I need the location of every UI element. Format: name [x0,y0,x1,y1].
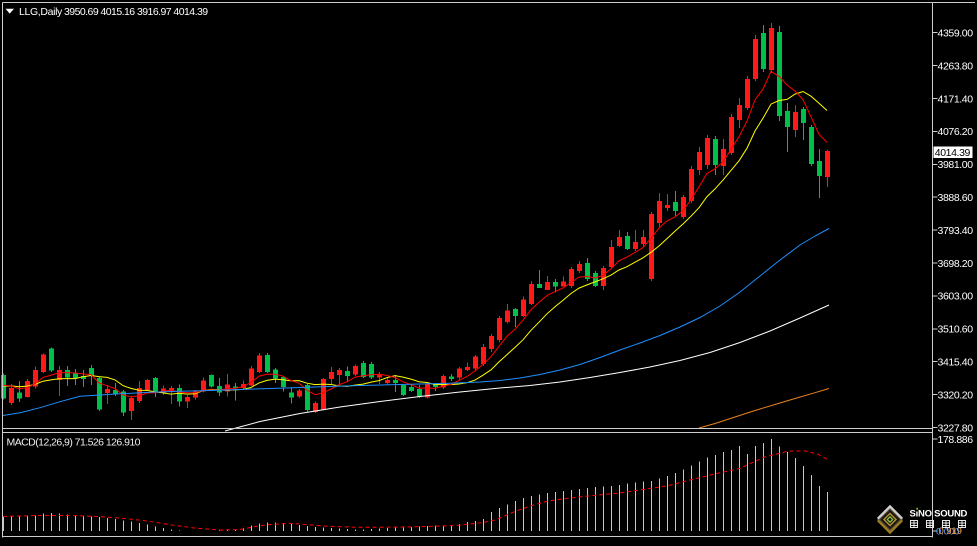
svg-text:3603.00: 3603.00 [938,291,974,303]
svg-text:SıNO SOUND: SıNO SOUND [910,509,968,520]
svg-text:178.886: 178.886 [938,434,974,446]
svg-text:LLG,Daily: LLG,Daily [19,6,63,18]
svg-text:3950.69 4015.16 3916.97 4014.3: 3950.69 4015.16 3916.97 4014.39 [64,6,208,18]
svg-text:3415.40: 3415.40 [938,357,974,369]
svg-text:4359.00: 4359.00 [938,28,974,40]
svg-text:MACD(12,26,9) 71.526 126.910: MACD(12,26,9) 71.526 126.910 [7,437,141,449]
svg-text:3981.00: 3981.00 [938,159,974,171]
svg-text:3320.20: 3320.20 [938,389,974,401]
svg-text:4014.39: 4014.39 [935,147,971,159]
svg-text:3888.60: 3888.60 [938,192,974,204]
svg-text:3698.20: 3698.20 [938,258,974,270]
svg-text:4076.20: 4076.20 [938,126,974,138]
svg-text:4263.80: 4263.80 [938,60,974,72]
svg-text:3227.80: 3227.80 [938,422,974,434]
svg-text:3793.40: 3793.40 [938,225,974,237]
svg-text:3510.60: 3510.60 [938,324,974,336]
svg-text:4171.40: 4171.40 [938,93,974,105]
